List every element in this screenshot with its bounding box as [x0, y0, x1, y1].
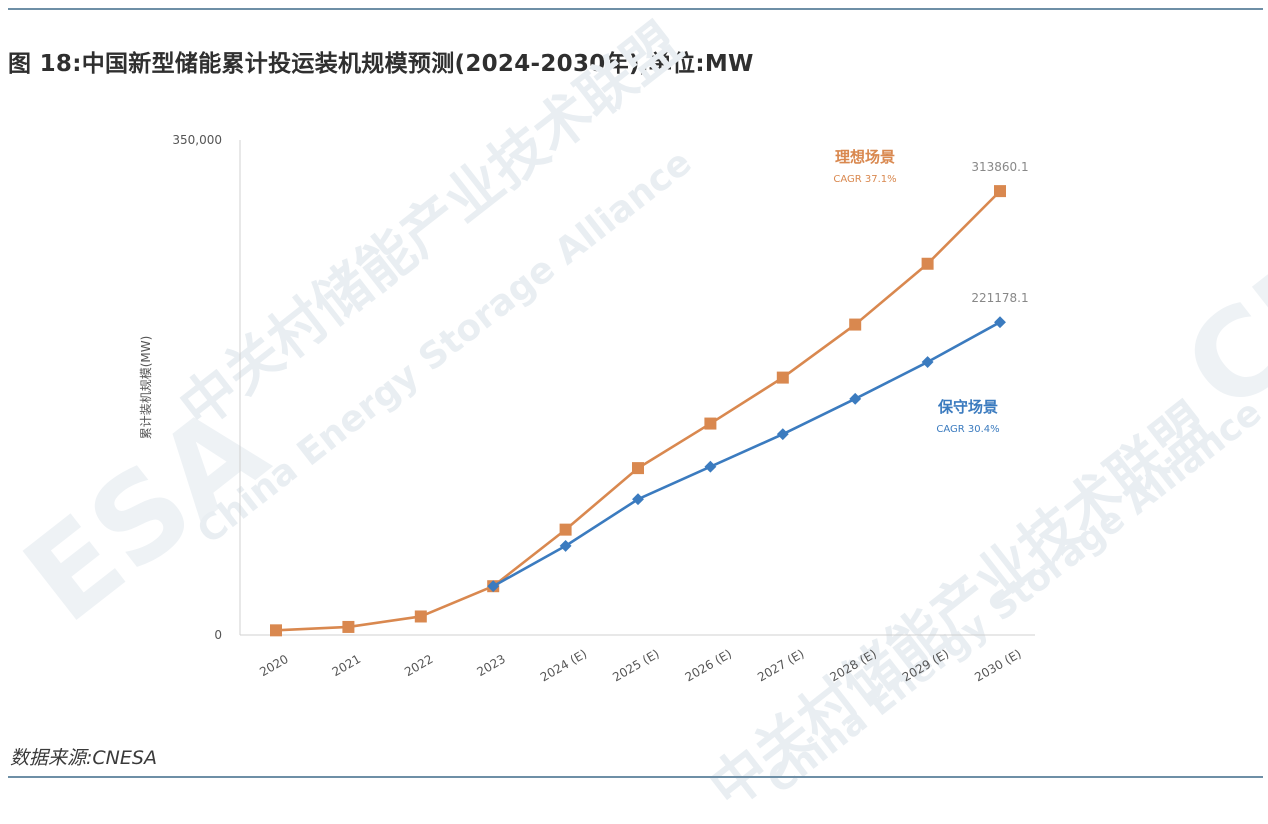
y-tick-label: 350,000 — [172, 133, 222, 147]
chart-axes: 0 350,000 累计装机规模(MW) 2020 2021 2022 2023 2024 (… — [138, 133, 1035, 684]
x-tick-label: 2025 (E) — [610, 647, 661, 685]
data-point-ideal — [776, 371, 789, 384]
series-cagr-ideal: CAGR 37.1% — [833, 174, 896, 185]
series-cagr-conservative: CAGR 30.4% — [936, 424, 999, 435]
chart-labels: 313860.1 理想场景 CAGR 37.1% 221178.1 保守场景 CAGR 3… — [833, 148, 1028, 435]
line-chart: 0 350,000 累计装机规模(MW) 2020 2021 2022 2023 2024 (… — [138, 133, 1035, 684]
data-point-conservative — [994, 316, 1006, 329]
chart-series — [270, 185, 1006, 637]
x-tick-label: 2027 (E) — [755, 647, 806, 685]
data-point-ideal — [632, 462, 644, 475]
data-point-ideal — [342, 620, 355, 633]
top-rule — [8, 8, 1263, 10]
figure-title: 图 18:中国新型储能累计投运装机规模预测(2024-2030年),单位:MW — [8, 51, 754, 77]
x-tick-label: 2029 (E) — [900, 647, 951, 685]
data-point-ideal — [270, 624, 282, 637]
series-line-conservative — [492, 321, 1001, 588]
x-tick-label: 2024 (E) — [538, 647, 589, 685]
data-point-ideal — [849, 318, 862, 331]
end-label-ideal: 313860.1 — [971, 160, 1028, 174]
end-label-conservative: 221178.1 — [971, 291, 1028, 305]
series-line-ideal — [275, 190, 1001, 632]
x-tick-label: 2030 (E) — [972, 647, 1023, 685]
y-axis-title: 累计装机规模(MW) — [138, 336, 153, 440]
bottom-rule — [8, 776, 1263, 778]
data-point-conservative — [776, 428, 789, 441]
series-name-ideal: 理想场景 — [835, 148, 895, 166]
data-point-conservative — [632, 493, 644, 506]
x-tick-label: 2022 — [402, 652, 435, 679]
data-point-ideal — [994, 185, 1006, 198]
data-point-conservative — [849, 392, 862, 405]
series-name-conservative: 保守场景 — [937, 398, 998, 416]
data-point-ideal — [414, 610, 427, 623]
data-point-conservative — [704, 460, 717, 473]
y-tick-label: 0 — [214, 628, 222, 642]
data-point-conservative — [921, 356, 934, 368]
data-point-ideal — [921, 257, 934, 270]
x-tick-label: 2021 — [330, 652, 363, 679]
data-source: 数据来源:CNESA — [10, 747, 157, 769]
data-point-ideal — [559, 523, 572, 536]
x-tick-label: 2023 — [474, 652, 507, 679]
x-tick-label: 2028 (E) — [827, 647, 878, 685]
data-point-ideal — [704, 417, 717, 430]
x-tick-label: 2020 — [257, 652, 290, 679]
x-tick-label: 2026 (E) — [683, 647, 734, 685]
